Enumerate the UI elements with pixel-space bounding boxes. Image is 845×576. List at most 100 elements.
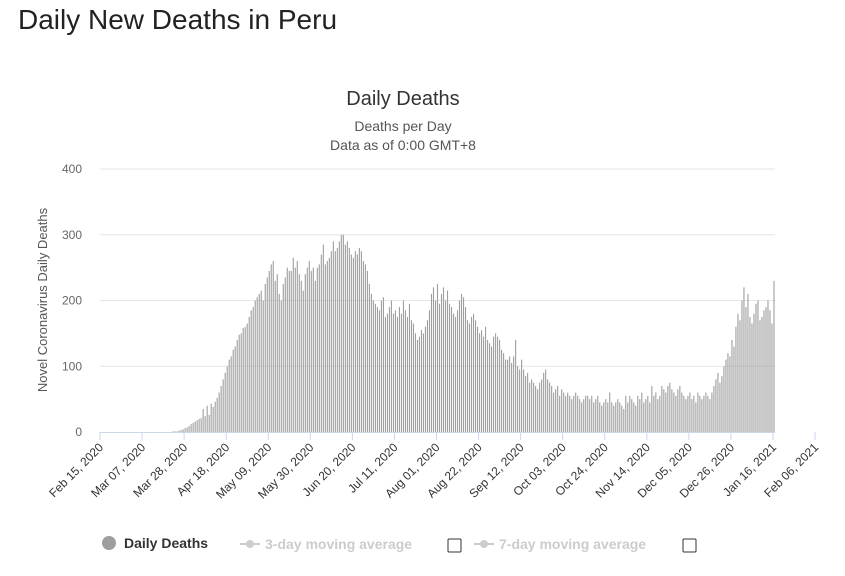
bar bbox=[625, 395, 627, 432]
bar bbox=[563, 392, 565, 432]
bar bbox=[511, 362, 513, 432]
bar bbox=[318, 264, 320, 432]
bar bbox=[340, 234, 342, 432]
bar bbox=[304, 274, 306, 432]
bar bbox=[356, 254, 358, 432]
bar bbox=[292, 257, 294, 432]
bar bbox=[589, 399, 591, 433]
bar bbox=[390, 300, 392, 432]
bar bbox=[537, 389, 539, 432]
bar bbox=[204, 416, 206, 432]
bar bbox=[737, 313, 739, 432]
bar bbox=[364, 264, 366, 432]
bar bbox=[693, 395, 695, 432]
bar bbox=[182, 429, 184, 432]
page-heading: Daily New Deaths in Peru bbox=[18, 4, 338, 35]
bar bbox=[184, 428, 186, 432]
bar bbox=[681, 392, 683, 432]
bar bbox=[332, 241, 334, 432]
bar bbox=[611, 402, 613, 432]
bar bbox=[749, 316, 751, 432]
bar bbox=[402, 300, 404, 432]
bar bbox=[639, 399, 641, 433]
bar bbox=[647, 395, 649, 432]
bar bbox=[469, 323, 471, 432]
bar bbox=[709, 399, 711, 433]
legend-item-3-day-average[interactable]: 3-day moving average bbox=[240, 536, 462, 553]
bar bbox=[268, 270, 270, 432]
bar bbox=[577, 395, 579, 432]
bar bbox=[220, 385, 222, 432]
bar bbox=[458, 300, 461, 432]
bar bbox=[631, 399, 633, 433]
bar bbox=[489, 343, 491, 432]
bar bbox=[539, 382, 541, 432]
bar bbox=[617, 399, 619, 433]
checkbox-7-day-average[interactable] bbox=[682, 538, 697, 553]
bar bbox=[485, 326, 487, 432]
legend-item-7-day-average[interactable]: 7-day moving average bbox=[474, 536, 697, 553]
bar bbox=[533, 382, 535, 432]
checkbox-3-day-average[interactable] bbox=[447, 538, 462, 553]
bar bbox=[460, 293, 463, 432]
bar bbox=[679, 385, 681, 432]
bar bbox=[669, 382, 671, 432]
bar bbox=[404, 310, 406, 432]
bar bbox=[226, 366, 228, 432]
bar bbox=[555, 389, 557, 432]
bar bbox=[599, 402, 601, 432]
bar bbox=[212, 407, 214, 432]
bar bbox=[262, 300, 264, 432]
bar bbox=[757, 300, 759, 432]
bar bbox=[410, 320, 413, 432]
bar bbox=[609, 392, 611, 432]
bar bbox=[581, 402, 583, 432]
bar bbox=[400, 313, 402, 432]
bar bbox=[346, 241, 348, 432]
bar bbox=[713, 385, 715, 432]
bar bbox=[595, 399, 597, 433]
bar bbox=[705, 392, 707, 432]
bar bbox=[661, 385, 663, 432]
bar bbox=[324, 264, 326, 432]
bar bbox=[306, 267, 308, 433]
legend-item-daily-deaths[interactable]: Daily Deaths bbox=[102, 535, 208, 551]
bar bbox=[591, 395, 593, 432]
bar bbox=[248, 316, 250, 432]
bar bbox=[483, 336, 485, 432]
bar bbox=[294, 267, 296, 433]
bar bbox=[394, 310, 396, 432]
bar bbox=[308, 261, 310, 432]
bar bbox=[322, 244, 324, 432]
bar bbox=[228, 359, 230, 432]
bar bbox=[723, 366, 725, 432]
bar bbox=[360, 251, 362, 432]
bar bbox=[372, 300, 374, 432]
bar bbox=[230, 356, 232, 432]
bar bbox=[298, 274, 300, 432]
bar bbox=[569, 395, 571, 432]
bar bbox=[715, 379, 717, 432]
bar bbox=[256, 297, 258, 432]
bar bbox=[282, 284, 284, 432]
bar bbox=[414, 333, 417, 433]
bar bbox=[430, 293, 433, 432]
bar bbox=[272, 261, 274, 432]
bar bbox=[276, 274, 278, 432]
bar bbox=[735, 326, 737, 432]
bar-series bbox=[172, 234, 775, 433]
bar bbox=[697, 392, 699, 432]
bar bbox=[481, 330, 483, 432]
bar bbox=[763, 310, 765, 432]
bar bbox=[352, 257, 354, 432]
bar bbox=[326, 261, 328, 432]
bar bbox=[420, 330, 423, 432]
bar bbox=[559, 395, 561, 432]
bar bbox=[689, 392, 691, 432]
bar bbox=[382, 297, 384, 432]
chart-title: Daily Deaths bbox=[346, 88, 459, 110]
bar bbox=[633, 402, 635, 432]
bar bbox=[368, 284, 370, 432]
bar bbox=[278, 293, 280, 432]
